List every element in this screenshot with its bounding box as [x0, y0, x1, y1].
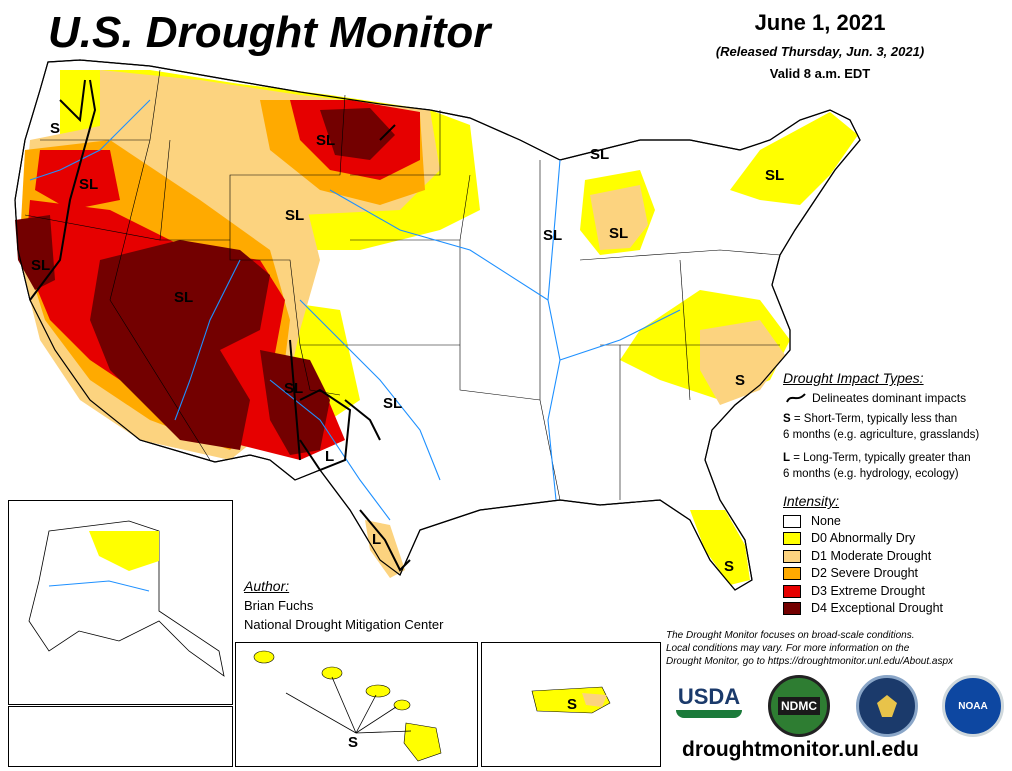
ndmc-logo: NDMC: [768, 675, 830, 737]
author-org: National Drought Mitigation Center: [244, 617, 444, 632]
noaa-logo: NOAA: [942, 675, 1004, 737]
puerto-rico-inset: S: [481, 642, 661, 767]
usda-logo: USDA: [676, 684, 742, 726]
legend-swatch: [783, 549, 801, 563]
release-date: (Released Thursday, Jun. 3, 2021): [715, 44, 925, 59]
legend-item-d0: D0 Abnormally Dry: [783, 530, 915, 546]
impact-label: L: [325, 448, 334, 465]
impact-label: SL: [765, 167, 784, 184]
impact-label: SL: [609, 225, 628, 242]
legend-item-none: None: [783, 513, 841, 529]
impact-label: SL: [174, 289, 193, 306]
impact-label: S: [50, 120, 60, 137]
legend-item-d4: D4 Exceptional Drought: [783, 600, 943, 616]
valid-time: Valid 8 a.m. EDT: [769, 66, 871, 81]
legend-swatch: [783, 514, 801, 528]
legend-swatch: [783, 584, 801, 598]
delineation-legend: Delineates dominant impacts: [812, 391, 967, 405]
page-title: U.S. Drought Monitor: [48, 8, 491, 57]
d4-area-northdakota: [320, 108, 395, 160]
short-term-legend: S = Short-Term, typically less than 6 mo…: [783, 413, 980, 441]
d4-area-southwest: [90, 240, 270, 450]
delineation-line-icon: [786, 393, 806, 403]
commerce-seal-logo: [856, 675, 918, 737]
d0-area-florida: [690, 510, 750, 585]
rivers: [29, 99, 681, 521]
impact-label: SL: [31, 257, 50, 274]
legend-item-d3: D3 Extreme Drought: [783, 583, 925, 599]
legend-swatch: [783, 566, 801, 580]
impact-label: SL: [543, 227, 562, 244]
impact-label: SL: [383, 395, 402, 412]
legend-swatch: [783, 601, 801, 615]
impact-label: SL: [316, 132, 335, 149]
hawaii-map: S: [253, 650, 442, 762]
map-date: June 1, 2021: [754, 10, 886, 35]
impact-label: S: [724, 558, 734, 575]
d1-area-michigan: [590, 185, 648, 250]
alaska-map: [28, 520, 225, 677]
d1-area-carolina: [700, 320, 785, 405]
d0-area-northeast: [730, 112, 858, 205]
hawaii-inset: S: [235, 642, 478, 767]
legend-swatch: [783, 531, 801, 545]
long-term-legend: L = Long-Term, typically greater than 6 …: [783, 452, 971, 480]
eagle-icon: [877, 695, 897, 717]
impact-label: SL: [79, 176, 98, 193]
conus-outline: [14, 59, 861, 591]
impact-labels: S SL SL SL SL SL SL SL SL SL SL SL L L S…: [31, 120, 784, 575]
impact-label: SL: [590, 146, 609, 163]
impact-types-title: Drought Impact Types:: [783, 370, 924, 386]
impact-label: SL: [284, 380, 303, 397]
impact-label: SL: [285, 207, 304, 224]
impact-label: S: [348, 734, 358, 751]
disclaimer-note: The Drought Monitor focuses on broad-sca…: [666, 630, 954, 667]
author-name: Brian Fuchs: [244, 598, 314, 613]
alaska-inset: [8, 500, 233, 705]
intensity-title: Intensity:: [783, 493, 840, 509]
impact-label: L: [372, 531, 381, 548]
legend-item-d2: D2 Severe Drought: [783, 565, 918, 581]
puerto-rico-map: S: [531, 686, 611, 714]
d1-area-texas-coast: [365, 520, 405, 578]
alaska-aleutian-inset: [8, 706, 233, 767]
website-url[interactable]: droughtmonitor.unl.edu: [682, 738, 919, 761]
d4-area-california: [15, 215, 55, 290]
impact-delineation-lines: [29, 79, 411, 572]
d3-area-oregon: [35, 150, 120, 210]
state-boundaries: [24, 69, 781, 501]
impact-label: S: [567, 696, 577, 713]
impact-label: S: [735, 372, 745, 389]
author-title: Author:: [244, 578, 290, 594]
legend-item-d1: D1 Moderate Drought: [783, 548, 931, 564]
